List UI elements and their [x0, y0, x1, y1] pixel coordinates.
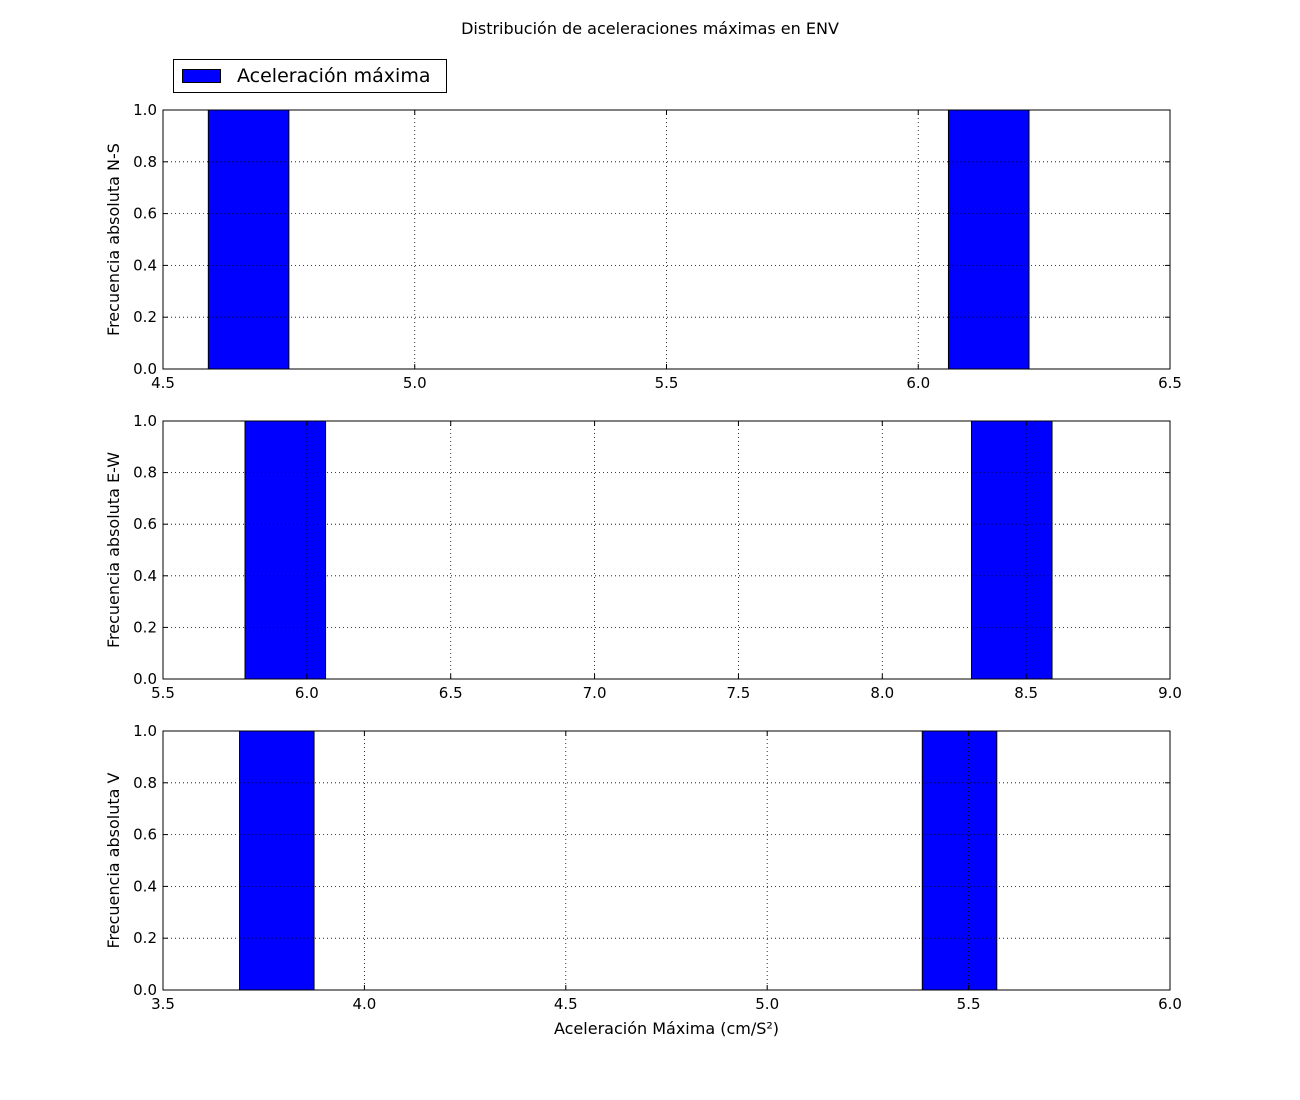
bar-2 — [921, 730, 998, 991]
x-tick-label: 5.5 — [655, 374, 679, 392]
x-tick-label: 4.0 — [352, 995, 376, 1013]
y-axis-label: Frecuencia absoluta N-S — [104, 143, 123, 336]
legend-label: Aceleración máxima — [237, 65, 431, 87]
y-tick-label: 0.2 — [133, 618, 157, 636]
bar-1 — [207, 109, 290, 370]
axes-frame — [162, 730, 1171, 991]
panel-2: 5.5 6.0 6.5 7.0 7.5 8.0 8.5 9.0 0.0 0.2 0.4 0.6 0.8 1… — [104, 412, 1182, 702]
y-tick-label: 0.0 — [133, 670, 157, 688]
y-tick-label: 0.8 — [133, 153, 157, 171]
x-tick-label: 6.0 — [1158, 995, 1182, 1013]
bar-2 — [970, 420, 1053, 680]
x-tick-label: 6.5 — [439, 684, 463, 702]
y-tick-label: 1.0 — [133, 101, 157, 119]
x-tick-label: 5.0 — [755, 995, 779, 1013]
bar-2 — [947, 109, 1030, 370]
legend-swatch — [182, 69, 221, 83]
x-tick-label: 8.0 — [870, 684, 894, 702]
y-tick-label: 0.8 — [133, 774, 157, 792]
y-tick-label: 0.2 — [133, 308, 157, 326]
x-tick-label: 5.5 — [957, 995, 981, 1013]
panel-3: 3.5 4.0 4.5 5.0 5.5 6.0 0.0 0.2 0.4 0.6 0.8 1.0 Frec… — [104, 722, 1182, 1013]
y-tick-label: 0.2 — [133, 929, 157, 947]
y-axis-label: Frecuencia absoluta E-W — [104, 452, 123, 648]
y-tick-label: 0.4 — [133, 256, 157, 274]
x-tick-label: 4.5 — [151, 374, 175, 392]
bar-1 — [239, 730, 315, 991]
y-axis-label: Frecuencia absoluta V — [104, 772, 123, 948]
y-tick-label: 0.4 — [133, 567, 157, 585]
x-tick-label: 5.5 — [151, 684, 175, 702]
y-tick-label: 0.6 — [133, 515, 157, 533]
y-tick-label: 0.8 — [133, 464, 157, 482]
x-tick-label: 7.0 — [583, 684, 607, 702]
plot-area — [163, 731, 1170, 990]
x-tick-label: 8.5 — [1014, 684, 1038, 702]
y-tick-label: 1.0 — [133, 412, 157, 430]
y-tick-label: 0.0 — [133, 360, 157, 378]
x-tick-label: 5.0 — [403, 374, 427, 392]
y-tick-label: 0.6 — [133, 205, 157, 223]
y-tick-label: 0.6 — [133, 826, 157, 844]
y-tick-label: 0.4 — [133, 877, 157, 895]
x-tick-label: 6.0 — [906, 374, 930, 392]
figure-title: Distribución de aceleraciones máximas en… — [461, 19, 839, 38]
y-tick-label: 0.0 — [133, 981, 157, 999]
x-tick-label: 6.5 — [1158, 374, 1182, 392]
legend: Aceleración máxima — [173, 59, 447, 93]
x-axis-label: Aceleración Máxima (cm/S²) — [553, 1019, 780, 1038]
x-tick-label: 6.0 — [295, 684, 319, 702]
x-tick-label: 7.5 — [726, 684, 750, 702]
axes-frame — [162, 420, 1171, 680]
x-tick-label: 3.5 — [151, 995, 175, 1013]
y-tick-label: 1.0 — [133, 722, 157, 740]
x-tick-label: 9.0 — [1158, 684, 1182, 702]
bar-1 — [244, 420, 327, 680]
panel-1: 4.5 5.0 5.5 6.0 6.5 0.0 0.2 0.4 0.6 0.8 1.0 Frecuen… — [104, 101, 1182, 392]
x-tick-label: 4.5 — [554, 995, 578, 1013]
